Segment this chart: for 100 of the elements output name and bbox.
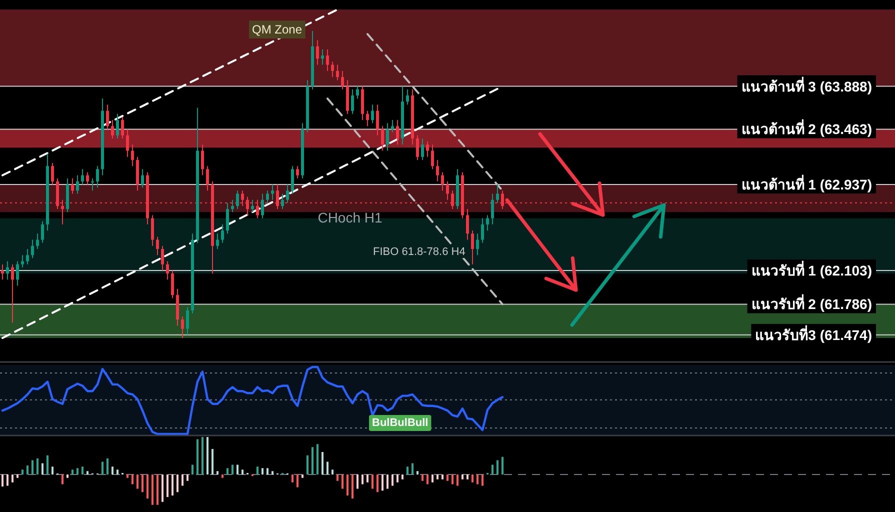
candlestick <box>326 48 329 72</box>
candlestick <box>81 168 84 185</box>
candlestick <box>6 260 9 280</box>
candlestick <box>416 134 419 160</box>
candlestick <box>51 162 54 185</box>
bar <box>52 466 54 474</box>
bar <box>326 462 328 474</box>
bar <box>226 468 228 474</box>
bar <box>402 474 404 480</box>
candlestick <box>466 208 469 240</box>
bar <box>366 474 368 482</box>
candlestick <box>251 199 254 213</box>
candlestick <box>266 190 269 204</box>
bar <box>82 466 84 474</box>
bar <box>186 474 188 481</box>
bar <box>146 474 148 498</box>
candlestick <box>76 174 79 194</box>
candlestick <box>496 184 499 204</box>
bar <box>6 474 8 486</box>
bar <box>396 474 398 482</box>
candlestick <box>106 104 109 130</box>
candlestick <box>481 218 484 244</box>
candlestick <box>111 120 114 139</box>
bar <box>262 468 264 474</box>
bar <box>456 474 458 486</box>
candlestick <box>216 233 219 250</box>
candlestick <box>161 245 164 271</box>
bar <box>256 466 258 474</box>
bar <box>356 474 358 489</box>
candlestick <box>91 178 94 192</box>
bar <box>416 471 418 474</box>
bar <box>112 466 114 474</box>
bar <box>22 470 24 474</box>
bar <box>212 449 214 474</box>
bar <box>302 474 304 478</box>
candlestick <box>446 180 449 200</box>
bar <box>332 470 334 474</box>
candlestick <box>186 306 189 336</box>
candlestick <box>26 248 29 265</box>
bar <box>42 463 44 474</box>
candlestick <box>231 199 234 213</box>
bar <box>452 474 454 484</box>
candlestick <box>31 239 34 259</box>
candlestick <box>341 70 344 90</box>
bar <box>106 458 108 474</box>
bar <box>236 464 238 474</box>
bar <box>266 468 268 474</box>
candlestick <box>16 260 19 286</box>
candlestick <box>476 233 479 256</box>
bar <box>152 474 154 505</box>
bar <box>406 466 408 474</box>
candlestick <box>201 144 204 176</box>
bar <box>202 437 204 474</box>
candlestick <box>141 168 144 188</box>
bar <box>382 474 384 491</box>
candlestick <box>286 184 289 204</box>
bar <box>72 470 74 474</box>
bar <box>392 474 394 486</box>
annotation: BulBulBull <box>372 417 428 429</box>
bar <box>496 460 498 474</box>
candlestick <box>406 88 409 106</box>
candlestick <box>221 224 224 244</box>
bar <box>292 474 294 482</box>
ref-line-label: แนวต้านที่ 1 (62.937) <box>741 174 872 192</box>
ref-line-label: แนวรับที่ 2 (61.786) <box>751 294 872 312</box>
bar <box>156 474 158 505</box>
bar <box>472 474 474 482</box>
bar <box>436 474 438 480</box>
candlestick <box>156 236 159 256</box>
candlestick <box>71 178 74 194</box>
candlestick <box>126 128 129 158</box>
bar <box>206 437 208 474</box>
bar <box>46 455 48 474</box>
bar <box>176 474 178 492</box>
candlestick <box>21 254 24 268</box>
bar <box>182 474 184 486</box>
candlestick <box>436 159 439 182</box>
candlestick <box>271 184 274 200</box>
candlestick <box>386 122 389 152</box>
bar <box>376 474 378 492</box>
candlestick <box>471 230 474 265</box>
band-label: CHoch H1 <box>318 209 382 226</box>
bar <box>222 474 224 478</box>
bar <box>502 456 504 474</box>
bar <box>462 474 464 480</box>
bar <box>32 460 34 474</box>
bar <box>242 470 244 474</box>
bar <box>166 474 168 497</box>
bar <box>362 474 364 484</box>
bar <box>162 474 164 502</box>
bar <box>482 474 484 486</box>
candlestick <box>426 141 429 158</box>
bar <box>86 471 88 474</box>
candlestick <box>36 233 39 250</box>
bar <box>172 474 174 496</box>
candlestick <box>121 116 124 139</box>
candlestick <box>356 86 359 100</box>
candlestick <box>351 88 354 114</box>
bar <box>16 474 18 478</box>
candlestick <box>296 166 299 179</box>
